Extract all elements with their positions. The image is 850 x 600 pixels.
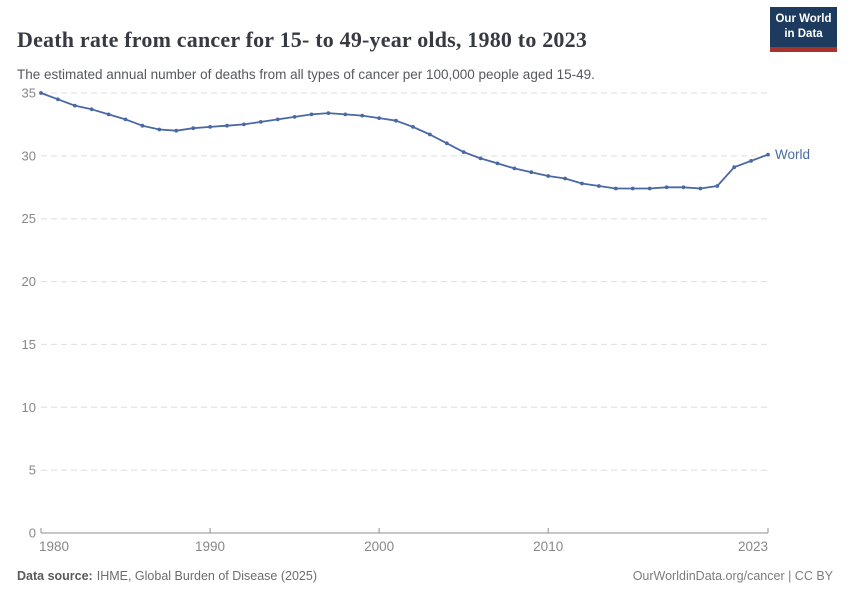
data-point[interactable] bbox=[394, 118, 398, 123]
data-point[interactable] bbox=[225, 123, 229, 128]
y-axis-tick-label: 15 bbox=[22, 337, 36, 352]
data-point[interactable] bbox=[39, 91, 43, 95]
data-point[interactable] bbox=[360, 113, 365, 118]
data-source-label: Data source: bbox=[17, 569, 93, 583]
chart-footer: Data source: IHME, Global Burden of Disea… bbox=[17, 569, 833, 583]
data-point[interactable] bbox=[613, 186, 618, 191]
data-point[interactable] bbox=[123, 117, 128, 122]
x-axis-tick-label: 1990 bbox=[195, 539, 225, 554]
data-point[interactable] bbox=[56, 97, 60, 102]
y-axis-tick-label: 10 bbox=[22, 400, 36, 415]
data-point[interactable] bbox=[343, 112, 348, 117]
data-source-text: IHME, Global Burden of Disease (2025) bbox=[96, 569, 317, 583]
data-point[interactable] bbox=[326, 111, 331, 115]
data-point[interactable] bbox=[630, 186, 635, 191]
page-subtitle: The estimated annual number of deaths fr… bbox=[17, 66, 595, 82]
data-point[interactable] bbox=[411, 125, 415, 129]
data-point[interactable] bbox=[106, 112, 111, 117]
owid-logo-line1: Our World bbox=[775, 13, 832, 26]
x-axis-tick-label: 2010 bbox=[533, 539, 563, 554]
data-point[interactable] bbox=[89, 107, 94, 112]
data-point[interactable] bbox=[563, 176, 567, 181]
data-point[interactable] bbox=[377, 116, 381, 120]
data-point[interactable] bbox=[140, 123, 145, 128]
y-axis-tick-label: 35 bbox=[22, 86, 36, 101]
data-point[interactable] bbox=[495, 161, 500, 166]
x-axis-tick-label: 1980 bbox=[39, 539, 69, 554]
data-point[interactable] bbox=[597, 184, 601, 188]
data-point[interactable] bbox=[715, 184, 720, 188]
data-point[interactable] bbox=[174, 128, 179, 133]
data-point[interactable] bbox=[444, 141, 449, 146]
data-point[interactable] bbox=[766, 152, 770, 157]
data-point[interactable] bbox=[546, 174, 551, 178]
data-point[interactable] bbox=[647, 186, 652, 191]
data-point[interactable] bbox=[461, 150, 466, 154]
data-point[interactable] bbox=[72, 103, 77, 108]
data-point[interactable] bbox=[275, 117, 280, 122]
owid-logo-line2: in Data bbox=[784, 28, 823, 40]
series-line[interactable] bbox=[40, 92, 769, 190]
data-point[interactable] bbox=[258, 120, 263, 124]
x-axis-tick-label: 2000 bbox=[364, 539, 394, 554]
data-point[interactable] bbox=[208, 125, 213, 129]
y-axis-tick-label: 0 bbox=[29, 526, 36, 541]
license-link[interactable]: OurWorldinData.org/cancer | CC BY bbox=[632, 569, 833, 583]
line-chart: 0 5 10 15 20 25 30 35 1980 1990 2000 2010 2023 World bbox=[22, 86, 810, 555]
data-point[interactable] bbox=[242, 122, 246, 127]
data-point[interactable] bbox=[749, 159, 753, 163]
y-axis-tick-label: 5 bbox=[29, 463, 36, 478]
data-point[interactable] bbox=[732, 165, 737, 170]
data-point[interactable] bbox=[292, 115, 297, 119]
data-point[interactable] bbox=[157, 127, 162, 132]
data-point[interactable] bbox=[428, 132, 432, 137]
data-point[interactable] bbox=[191, 126, 196, 131]
data-point[interactable] bbox=[698, 186, 703, 191]
owid-logo[interactable]: Our World in Data bbox=[770, 7, 837, 52]
data-point[interactable] bbox=[512, 166, 517, 171]
x-axis-tick-label: 2023 bbox=[738, 539, 768, 554]
data-point[interactable] bbox=[478, 156, 483, 161]
data-point[interactable] bbox=[529, 170, 534, 175]
y-axis-tick-label: 20 bbox=[22, 274, 36, 289]
y-axis-tick-label: 30 bbox=[22, 148, 36, 163]
data-point[interactable] bbox=[664, 185, 669, 190]
page-title: Death rate from cancer for 15- to 49-yea… bbox=[17, 26, 588, 52]
data-point[interactable] bbox=[309, 112, 314, 117]
series-end-label[interactable]: World bbox=[775, 147, 810, 162]
y-axis-tick-label: 25 bbox=[22, 211, 36, 226]
data-point[interactable] bbox=[580, 181, 584, 186]
data-point[interactable] bbox=[681, 185, 686, 190]
data-source: Data source: IHME, Global Burden of Disea… bbox=[17, 569, 317, 583]
